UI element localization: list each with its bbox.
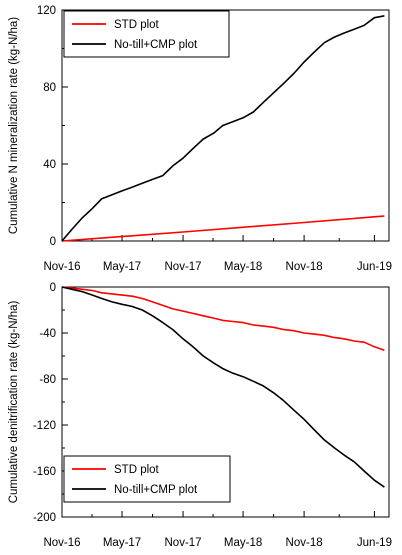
series-line-no-till-cmp-plot <box>61 15 385 242</box>
legend-label: No-till+CMP plot <box>114 39 198 51</box>
x-tick-label: Nov-17 <box>165 261 202 273</box>
x-tick-label: Nov-16 <box>43 261 80 273</box>
x-tick-label: Nov-18 <box>286 261 323 273</box>
x-tick-label: Nov-18 <box>286 537 323 549</box>
y-tick-label: -160 <box>33 466 56 478</box>
x-tick-label: Nov-16 <box>43 537 80 549</box>
y-tick-label: -80 <box>39 374 56 386</box>
x-tick-label: May-17 <box>103 261 141 273</box>
series-line-no-till-cmp-plot <box>61 286 385 488</box>
y-tick-label: 80 <box>43 82 56 94</box>
x-tick-label: Jun-19 <box>357 537 392 549</box>
x-tick-label: May-18 <box>224 261 262 273</box>
legend-box <box>63 455 231 503</box>
y-tick-label: -40 <box>39 328 56 340</box>
y-axis-label: Cumulative N mineralization rate (kg-N/h… <box>8 17 20 234</box>
y-axis-label: Cumulative denitrification rate (kg-N/ha… <box>8 301 20 504</box>
y-tick-label: -200 <box>33 512 56 524</box>
y-tick-label: 40 <box>43 159 56 171</box>
series-line-std-plot <box>61 286 385 352</box>
legend-label: STD plot <box>114 464 160 476</box>
legend-box <box>63 10 230 58</box>
y-tick-label: 0 <box>50 236 56 248</box>
y-tick-label: 120 <box>37 5 56 17</box>
x-tick-label: May-17 <box>103 537 141 549</box>
series-line-std-plot <box>61 215 385 242</box>
x-tick-label: May-18 <box>224 537 262 549</box>
y-tick-label: -120 <box>33 420 56 432</box>
x-tick-label: Nov-17 <box>165 537 202 549</box>
y-tick-label: 0 <box>50 282 56 294</box>
legend-label: No-till+CMP plot <box>114 484 198 496</box>
x-tick-label: Jun-19 <box>357 261 392 273</box>
legend-label: STD plot <box>114 19 160 31</box>
